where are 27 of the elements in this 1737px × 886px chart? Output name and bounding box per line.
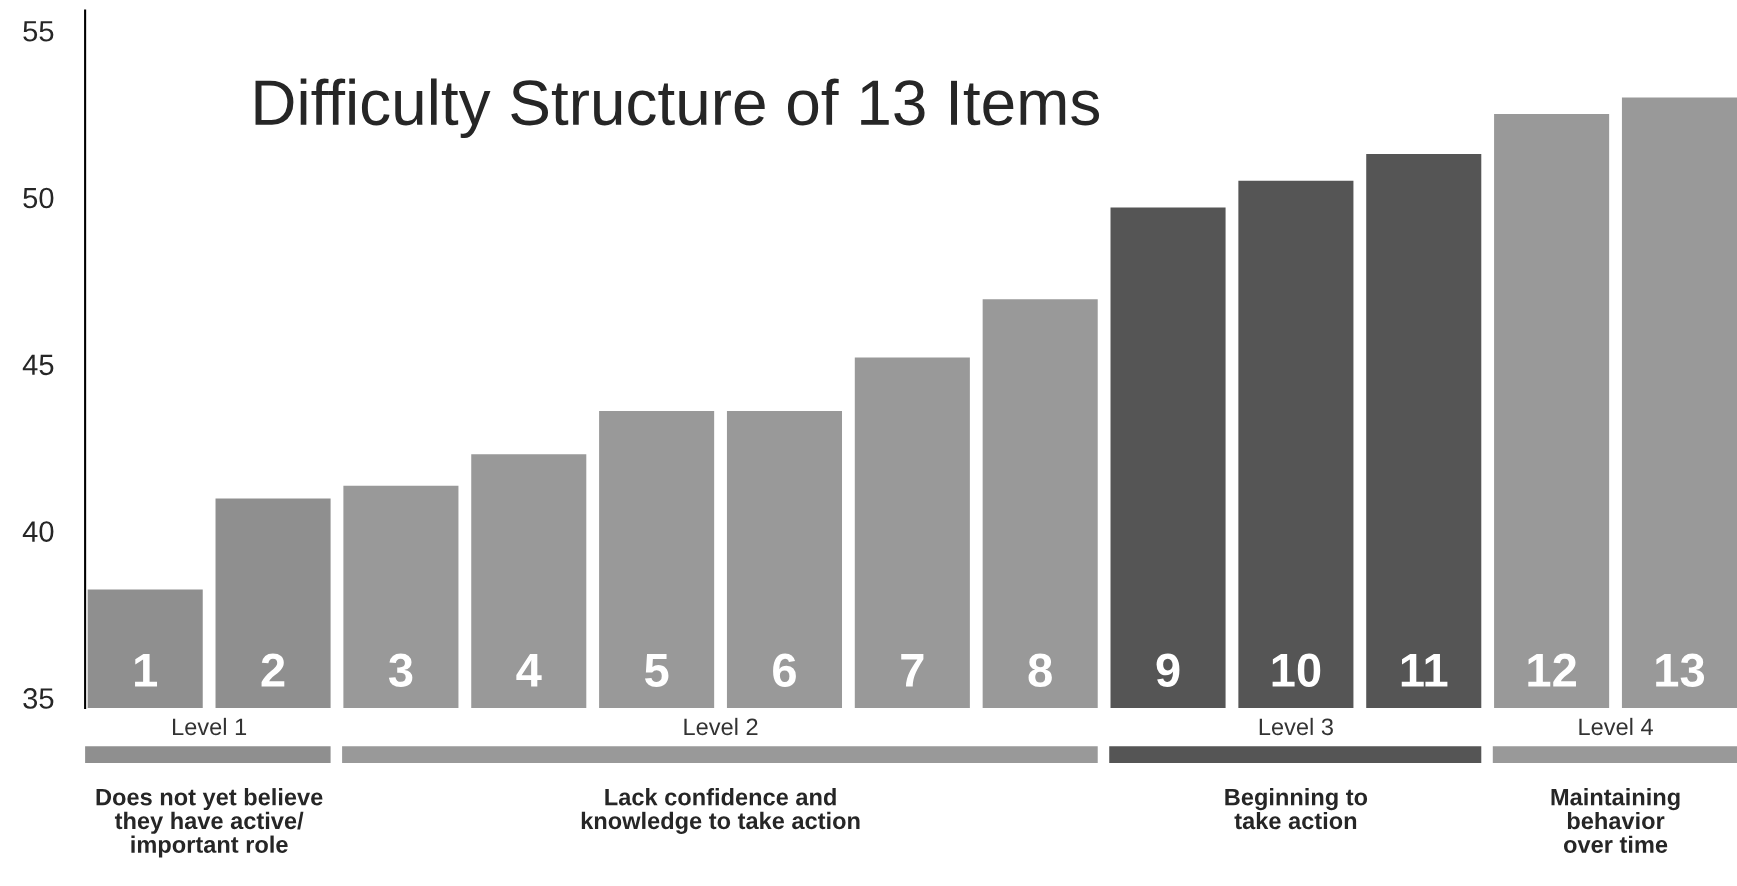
text: Beginning to take action [1225,788,1368,830]
text: Level 3 [1259,717,1333,736]
x-tick-label: 12 [1528,653,1576,687]
x-tick-label: 8 [1028,653,1052,688]
text: Difficulty Structure of 13 Items [255,78,1100,139]
text: Level 1 [173,717,247,736]
text: Level 2 [684,717,758,736]
x-tick-label: 9 [1156,653,1180,688]
y-tick-label: 55 [23,21,54,42]
x-tick-label: 3 [388,653,413,688]
y-tick-label: 35 [23,688,54,709]
x-tick-label: 10 [1272,653,1321,688]
x-tick-label: 7 [901,654,924,687]
x-tick-label: 13 [1656,653,1705,688]
x-tick-label: 11 [1401,654,1448,687]
y-tick-label: 40 [22,521,54,542]
x-tick-label: 1 [135,654,158,687]
text: Maintaining behavior over time [1551,788,1680,853]
text: Does not yet believe they have active/ important role [96,788,323,858]
text: Level 4 [1579,717,1653,736]
x-tick-label: 6 [773,653,796,688]
x-tick-label: 4 [516,654,542,687]
text: Lack confidence and knowledge to take action [581,788,860,834]
x-tick-label: 5 [644,654,669,688]
y-tick-label: 45 [22,354,54,376]
x-tick-label: 2 [261,653,285,687]
y-tick-label: 50 [23,187,54,209]
